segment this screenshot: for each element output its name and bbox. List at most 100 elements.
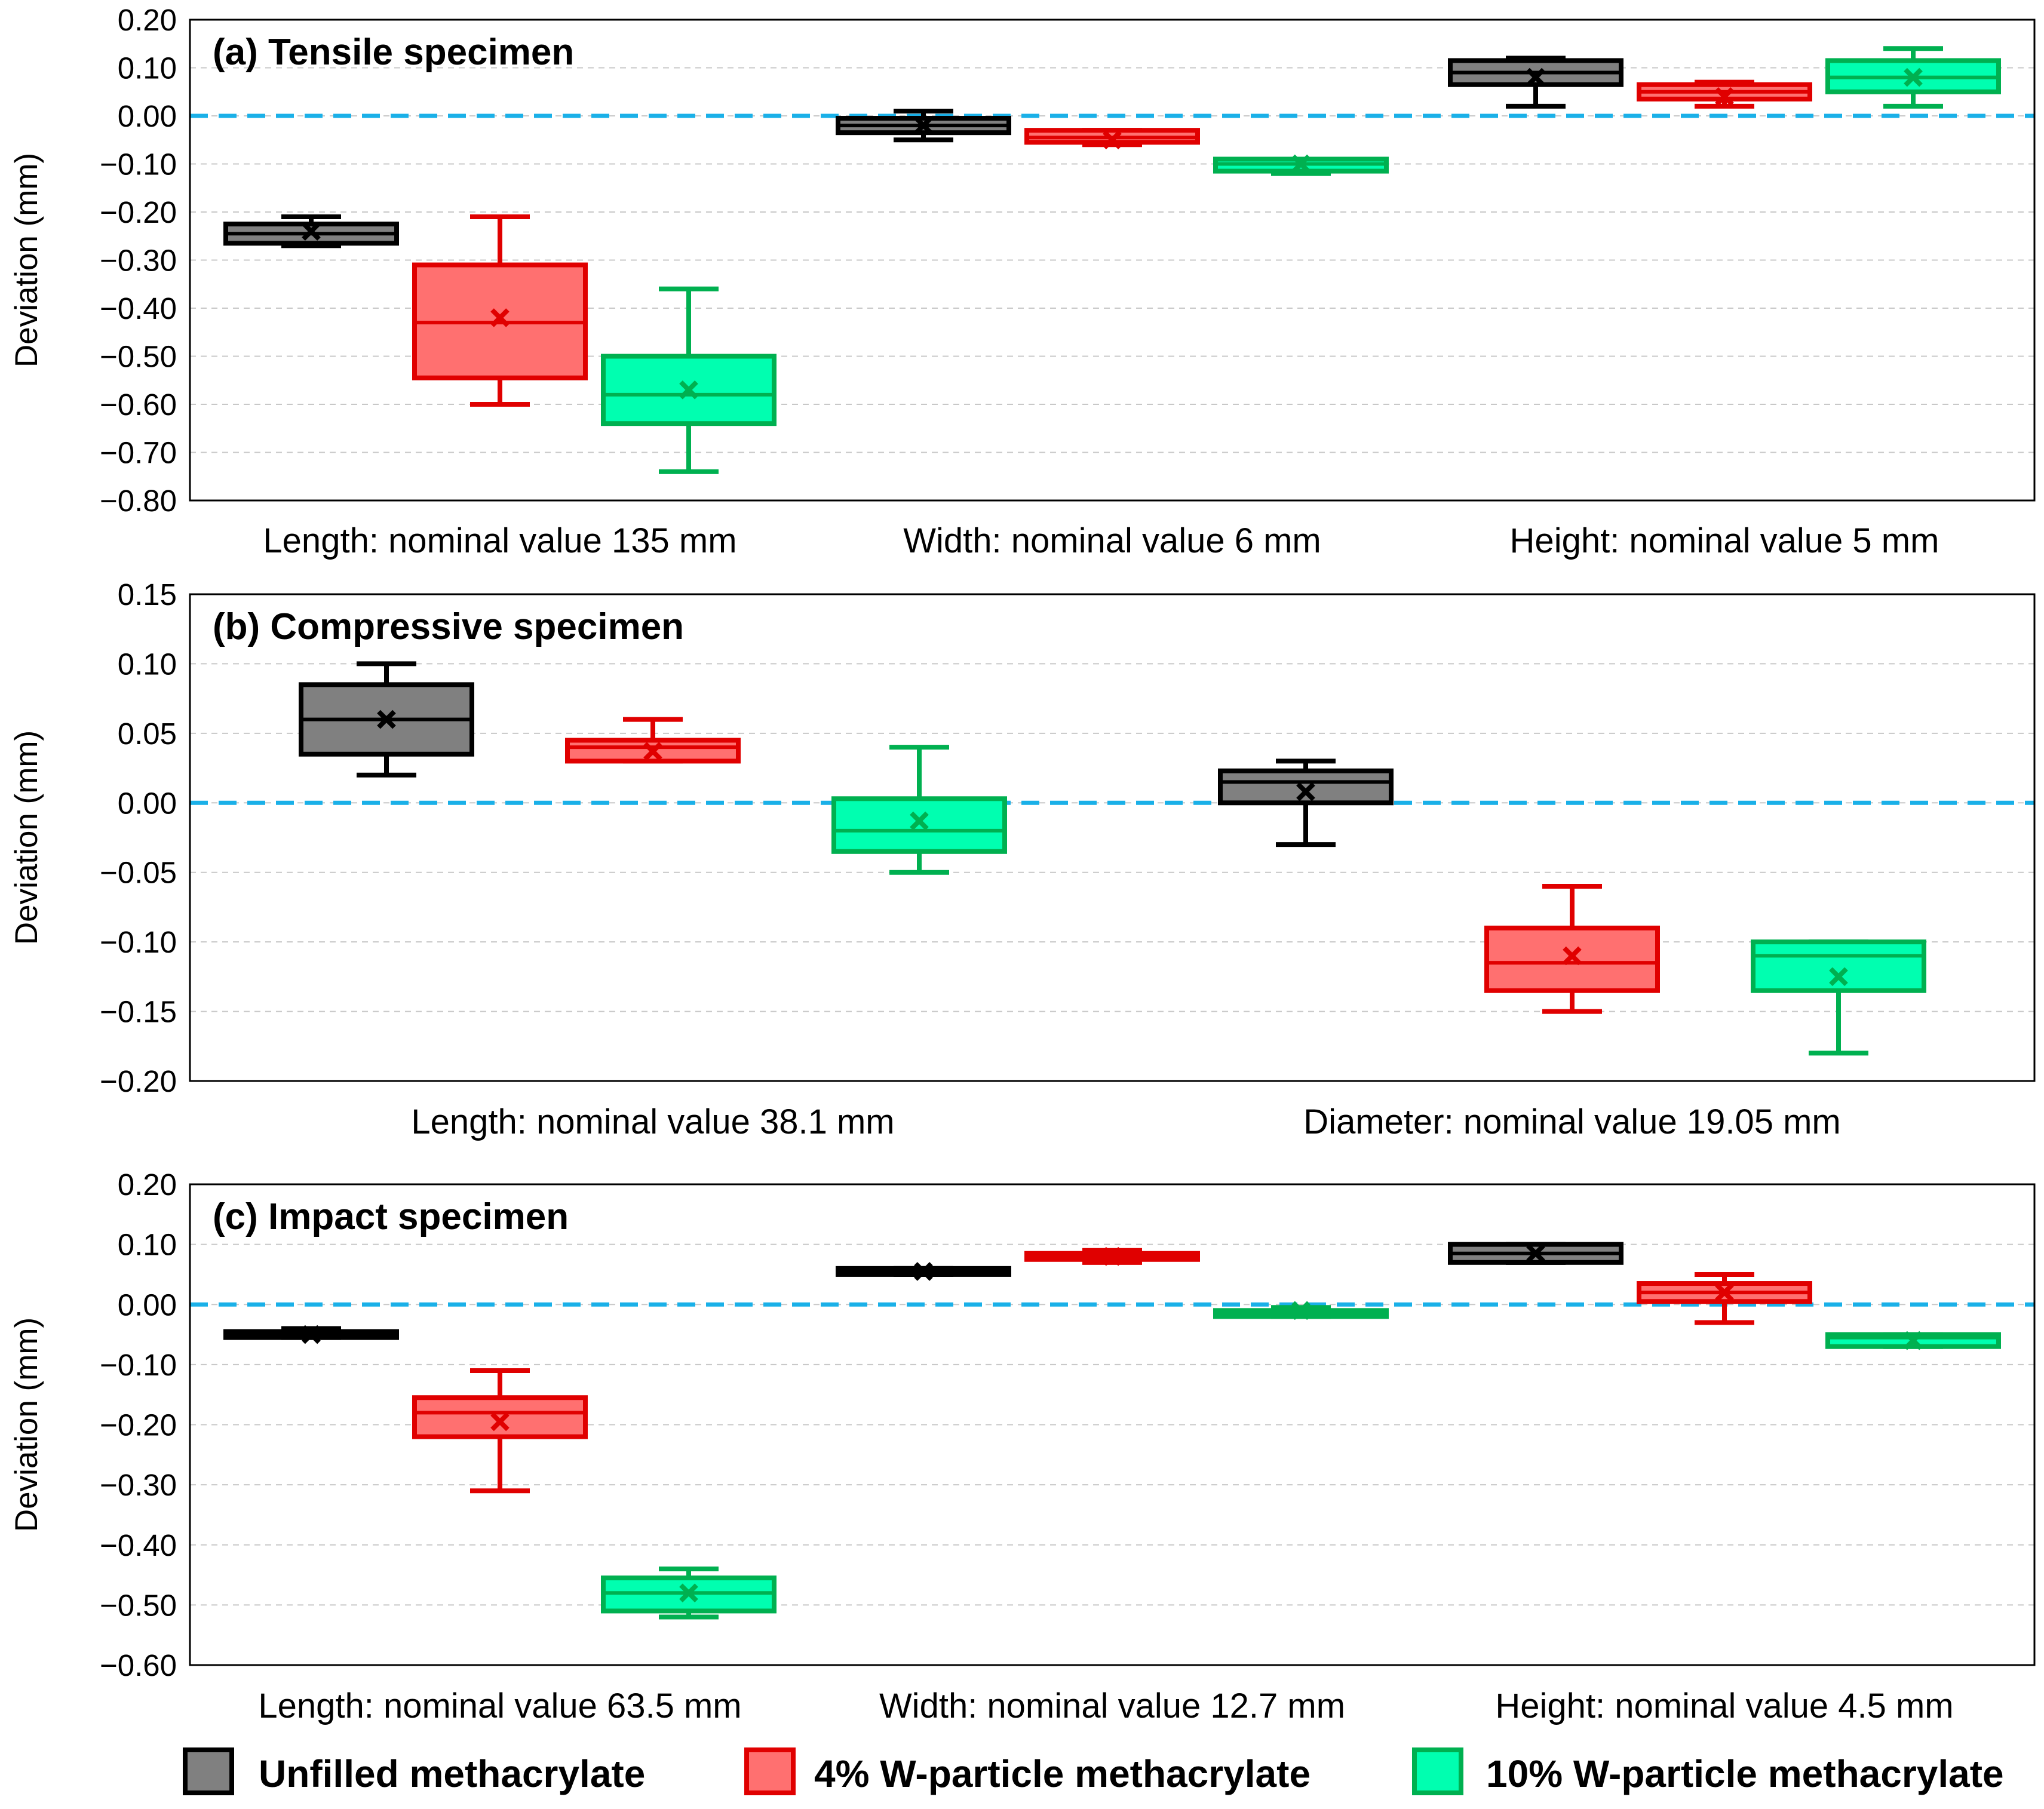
box-4pct — [565, 717, 741, 764]
category-label: Length: nominal value 135 mm — [263, 521, 736, 560]
mean-marker — [1296, 782, 1315, 801]
mean-marker — [1526, 67, 1545, 87]
mean-marker — [1103, 130, 1122, 150]
category-label: Height: nominal value 5 mm — [1510, 521, 1939, 560]
mean-marker — [914, 116, 933, 135]
box-4pct — [1024, 1246, 1200, 1266]
box-4pct — [1024, 128, 1200, 150]
y-tick-label: −0.80 — [100, 484, 177, 518]
mean-marker — [1715, 1283, 1734, 1302]
plot-frame — [189, 1183, 2036, 1666]
y-tick-label: −0.10 — [100, 925, 177, 959]
category-label: Height: nominal value 4.5 mm — [1495, 1687, 1953, 1725]
y-tick-label: −0.40 — [100, 291, 177, 325]
y-tick-label: −0.50 — [100, 340, 177, 374]
box-10pct — [1825, 46, 2001, 109]
mean-marker — [377, 710, 396, 729]
iqr-box — [1218, 768, 1394, 806]
box-unfilled — [1218, 758, 1394, 847]
y-tick-label: 0.10 — [118, 647, 177, 681]
box-10pct — [601, 1567, 777, 1620]
legend-label: Unfilled methacrylate — [259, 1752, 645, 1795]
y-tick-label: 0.10 — [118, 1228, 177, 1262]
panel-title: (a) Tensile specimen — [213, 32, 574, 73]
legend-swatch — [744, 1747, 796, 1795]
category-label: Width: nominal value 12.7 mm — [879, 1687, 1345, 1725]
mean-marker — [1291, 154, 1311, 174]
y-tick-label: −0.20 — [100, 1408, 177, 1442]
panel-3: 0.20 0.10 0.00 −0.10 −0.20 −0.30 −0.40 −0.50 −0.… — [9, 1168, 2036, 1725]
panel-title: (b) Compressive specimen — [213, 606, 684, 647]
box-4pct — [1637, 79, 1812, 109]
y-tick-label: −0.70 — [100, 436, 177, 470]
legend: Unfilled methacrylate 4% W-particle metha… — [183, 1747, 2004, 1795]
mean-marker — [302, 1325, 321, 1344]
mean-marker — [1291, 1301, 1311, 1320]
plot-frame — [189, 19, 2036, 502]
iqr-box — [412, 1395, 588, 1439]
mean-marker — [1904, 67, 1923, 87]
mean-marker — [914, 1262, 933, 1281]
mean-marker — [1563, 946, 1582, 966]
box-10pct — [831, 745, 1007, 875]
plot-frame — [189, 593, 2036, 1082]
mean-marker — [1829, 967, 1848, 987]
y-tick-label: −0.05 — [100, 856, 177, 890]
y-tick-label: −0.15 — [100, 995, 177, 1029]
y-tick-label: 0.20 — [118, 3, 177, 37]
legend-item: 4% W-particle methacrylate — [744, 1747, 1311, 1795]
panel-2: 0.15 0.10 0.05 0.00 −0.05 −0.10 −0.15 −0.20 Devi… — [9, 578, 2036, 1141]
box-unfilled — [836, 1262, 1011, 1281]
box-unfilled — [1448, 56, 1623, 109]
y-tick-label: 0.15 — [118, 578, 177, 612]
category-label: Diameter: nominal value 19.05 mm — [1303, 1102, 1840, 1141]
y-axis-label: Deviation (mm) — [9, 153, 44, 367]
mean-marker — [910, 811, 929, 831]
y-tick-label: −0.50 — [100, 1588, 177, 1622]
y-tick-label: 0.00 — [118, 786, 177, 820]
y-tick-label: 0.20 — [118, 1168, 177, 1202]
y-tick-label: −0.20 — [100, 195, 177, 229]
panel-title: (c) Impact specimen — [213, 1196, 569, 1237]
y-tick-label: −0.30 — [100, 1468, 177, 1502]
box-unfilled — [223, 214, 399, 248]
mean-marker — [490, 308, 510, 327]
category-label: Width: nominal value 6 mm — [903, 521, 1321, 560]
y-tick-label: −0.30 — [100, 244, 177, 278]
y-tick-label: 0.10 — [118, 51, 177, 85]
y-tick-label: −0.60 — [100, 1648, 177, 1682]
box-unfilled — [299, 661, 474, 778]
y-axis-label: Deviation (mm) — [9, 730, 44, 945]
legend-swatch — [1412, 1747, 1463, 1795]
legend-label: 10% W-particle methacrylate — [1486, 1752, 2004, 1795]
box-10pct — [1825, 1331, 2001, 1350]
mean-marker — [679, 1583, 698, 1603]
mean-marker — [490, 1412, 510, 1432]
mean-marker — [1103, 1246, 1122, 1266]
mean-marker — [643, 742, 662, 761]
mean-marker — [1526, 1243, 1545, 1263]
category-label: Length: nominal value 63.5 mm — [258, 1687, 741, 1725]
mean-marker — [1904, 1331, 1923, 1350]
box-10pct — [601, 286, 777, 474]
y-tick-label: −0.10 — [100, 1348, 177, 1382]
mean-marker — [302, 222, 321, 241]
iqr-box — [831, 796, 1007, 854]
y-axis-label: Deviation (mm) — [9, 1317, 44, 1532]
y-tick-label: −0.20 — [100, 1064, 177, 1098]
legend-swatch — [183, 1747, 234, 1795]
box-10pct — [1213, 154, 1389, 176]
panel-1: 0.20 0.10 0.00 −0.10 −0.20 −0.30 −0.40 −0.50 −0.… — [9, 3, 2036, 560]
y-tick-label: −0.40 — [100, 1528, 177, 1562]
box-4pct — [1484, 884, 1660, 1014]
y-tick-label: 0.00 — [118, 1288, 177, 1322]
box-10pct — [1751, 939, 1926, 1056]
box-4pct — [412, 1368, 588, 1494]
box-unfilled — [1448, 1242, 1623, 1265]
y-tick-label: −0.10 — [100, 148, 177, 182]
y-tick-label: 0.05 — [118, 717, 177, 751]
box-4pct — [412, 214, 588, 407]
legend-label: 4% W-particle methacrylate — [814, 1752, 1311, 1795]
box-10pct — [1213, 1301, 1389, 1320]
